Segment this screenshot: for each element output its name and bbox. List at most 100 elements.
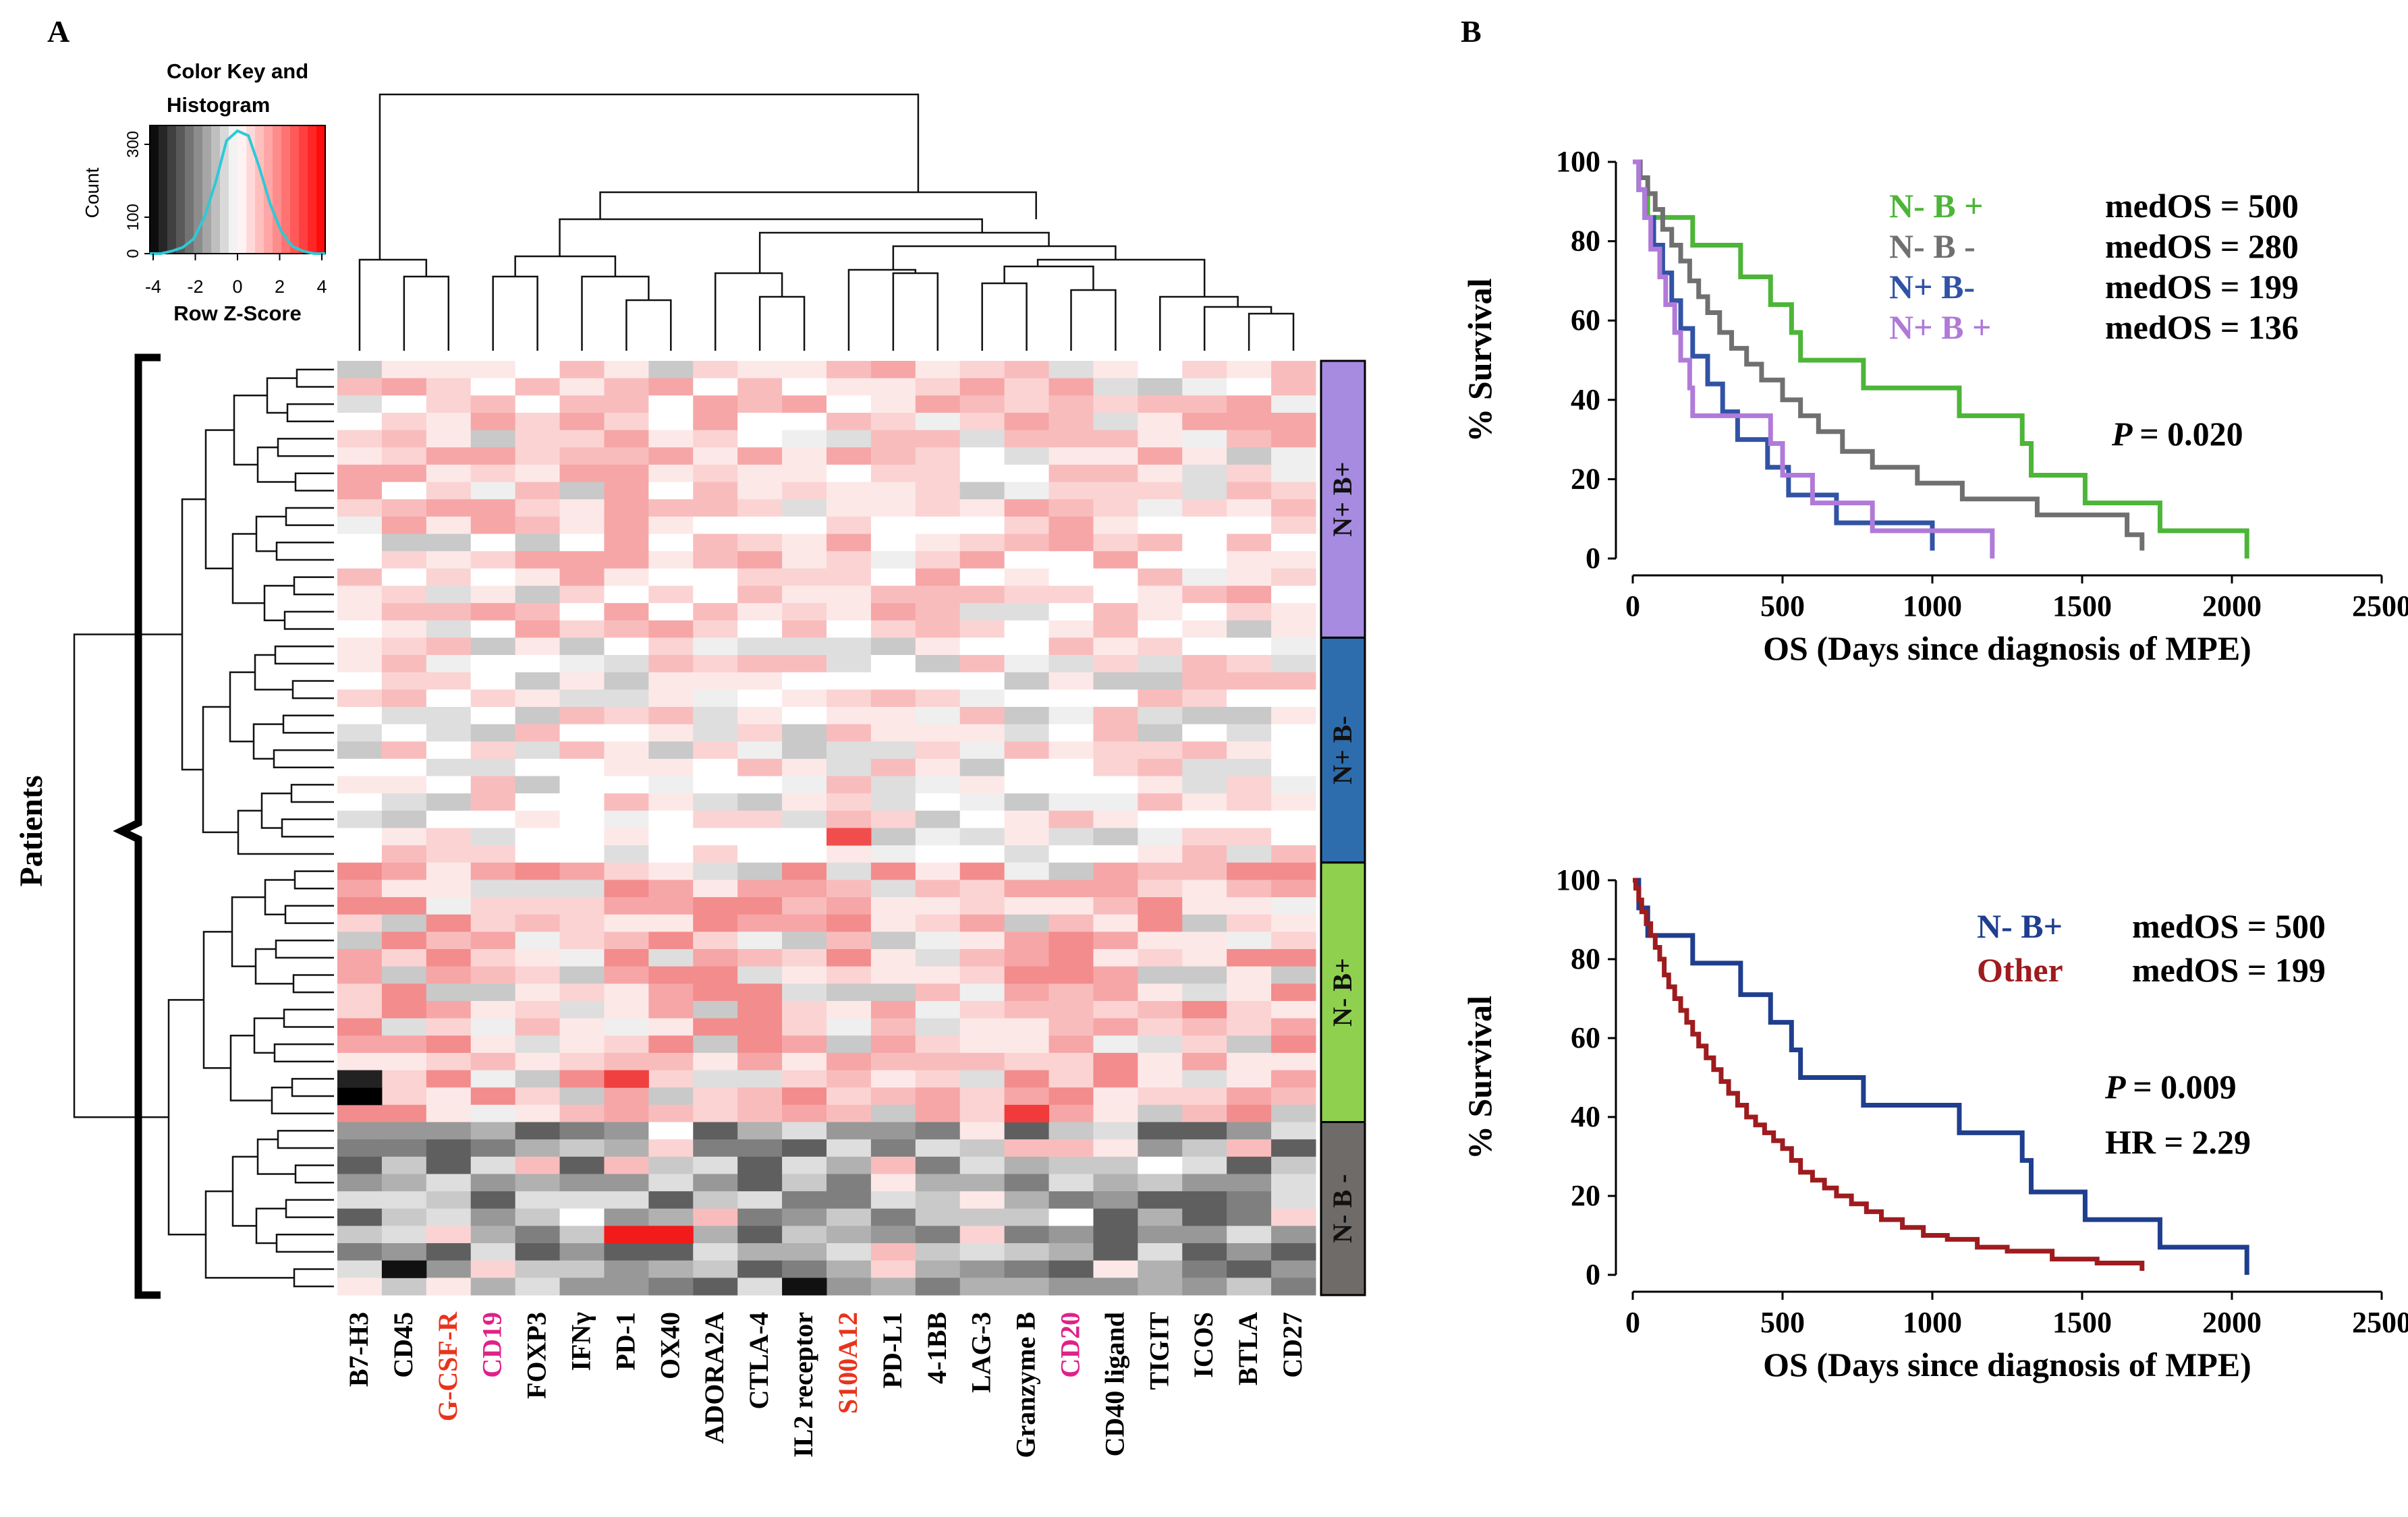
heatmap-cell xyxy=(693,1278,738,1296)
heatmap-cell xyxy=(915,1122,961,1140)
heatmap-cell xyxy=(1048,637,1094,656)
km-xtick-label: 0 xyxy=(1625,1306,1640,1339)
heatmap-cell xyxy=(1048,620,1094,638)
heatmap-cell xyxy=(1048,1156,1094,1174)
heatmap-cell xyxy=(1093,1208,1138,1226)
column-label: TIGIT xyxy=(1144,1312,1174,1390)
heatmap-cell xyxy=(693,706,738,725)
heatmap-cell xyxy=(782,828,827,846)
heatmap-cell xyxy=(782,810,827,828)
heatmap-cell xyxy=(1004,1122,1050,1140)
heatmap-cell xyxy=(1093,1174,1138,1192)
heatmap-cell xyxy=(1271,1260,1316,1278)
heatmap-cell xyxy=(870,1243,916,1261)
km-xtick-label: 500 xyxy=(1760,590,1805,623)
heatmap-cell xyxy=(959,1087,1005,1106)
heatmap-cell xyxy=(381,1139,427,1157)
heatmap-cell xyxy=(426,689,472,708)
heatmap-cell xyxy=(737,724,783,742)
heatmap-cell xyxy=(870,378,916,396)
heatmap-cell xyxy=(1138,1052,1183,1071)
heatmap-cell xyxy=(870,1070,916,1088)
heatmap-cell xyxy=(870,1122,916,1140)
heatmap-cell xyxy=(1271,551,1316,569)
heatmap-cell xyxy=(1227,1087,1272,1106)
heatmap-cell xyxy=(1182,620,1227,638)
heatmap-cell xyxy=(337,1191,383,1209)
heatmap-cell xyxy=(1182,378,1227,396)
heatmap-cell xyxy=(470,758,516,777)
heatmap-cell xyxy=(1093,464,1138,483)
heatmap-cell xyxy=(470,880,516,898)
heatmap-cell xyxy=(737,603,783,621)
heatmap-cell xyxy=(1093,793,1138,811)
heatmap-cell xyxy=(426,1104,472,1123)
heatmap-cell xyxy=(782,1243,827,1261)
heatmap-cell xyxy=(426,672,472,690)
heatmap-cell xyxy=(559,949,605,967)
heatmap-cell xyxy=(648,741,694,760)
heatmap-cell xyxy=(1048,551,1094,569)
heatmap-cell xyxy=(1271,776,1316,794)
km-ylabel: % Survival xyxy=(1461,996,1499,1160)
heatmap-cell xyxy=(782,568,827,586)
heatmap-cell xyxy=(1048,1260,1094,1278)
heatmap-cell xyxy=(648,620,694,638)
heatmap-cell xyxy=(870,1000,916,1019)
heatmap-cell xyxy=(559,706,605,725)
heatmap-cell xyxy=(1182,1278,1227,1296)
heatmap-cell xyxy=(1182,1208,1227,1226)
heatmap-cell xyxy=(1227,914,1272,932)
heatmap-cell xyxy=(470,1052,516,1071)
heatmap-cell xyxy=(426,430,472,448)
heatmap-cell xyxy=(1048,482,1094,500)
heatmap-cell xyxy=(1227,932,1272,950)
heatmap-cell xyxy=(959,776,1005,794)
heatmap-cell xyxy=(470,499,516,517)
heatmap-cell xyxy=(1182,983,1227,1002)
heatmap-cell xyxy=(870,499,916,517)
dendrogram-link xyxy=(202,706,238,834)
heatmap-cell xyxy=(1271,828,1316,846)
heatmap-cell xyxy=(915,1174,961,1192)
heatmap-cell xyxy=(1227,516,1272,534)
heatmap-cell xyxy=(1227,637,1272,656)
heatmap-cell xyxy=(915,585,961,604)
heatmap-cell xyxy=(381,1104,427,1123)
heatmap-cell xyxy=(381,758,427,777)
heatmap-cell xyxy=(827,1052,872,1071)
heatmap-cell xyxy=(737,1070,783,1088)
heatmap-cell xyxy=(1182,482,1227,500)
heatmap-cell xyxy=(827,793,872,811)
heatmap-cell xyxy=(1227,1052,1272,1071)
color-key-ytick-label: 100 xyxy=(124,204,142,231)
heatmap-cell xyxy=(426,1174,472,1192)
heatmap-cell xyxy=(515,551,561,569)
heatmap-cell xyxy=(737,482,783,500)
heatmap-cell xyxy=(1182,534,1227,552)
heatmap-cell xyxy=(1093,1052,1138,1071)
heatmap-cell xyxy=(515,516,561,534)
heatmap-cell xyxy=(1004,516,1050,534)
heatmap-cell xyxy=(827,706,872,725)
heatmap-cell xyxy=(381,689,427,708)
heatmap-cell xyxy=(337,949,383,967)
heatmap-cell xyxy=(915,1052,961,1071)
heatmap-cell xyxy=(1138,620,1183,638)
heatmap-cell xyxy=(782,793,827,811)
heatmap-cell xyxy=(559,932,605,950)
heatmap-cell xyxy=(337,1156,383,1174)
heatmap-cell xyxy=(1182,1174,1227,1192)
heatmap-cell xyxy=(426,1070,472,1088)
heatmap-cell xyxy=(648,551,694,569)
heatmap-cell xyxy=(1048,758,1094,777)
column-label: FOXP3 xyxy=(522,1312,552,1399)
km-curve xyxy=(1633,159,2249,559)
heatmap-cell xyxy=(959,689,1005,708)
heatmap-cell xyxy=(470,620,516,638)
heatmap-cell xyxy=(1271,412,1316,431)
group-bar-label: N- B+ xyxy=(1327,958,1357,1027)
heatmap-cell xyxy=(604,1122,649,1140)
heatmap-cell xyxy=(1227,499,1272,517)
heatmap-cell xyxy=(470,724,516,742)
